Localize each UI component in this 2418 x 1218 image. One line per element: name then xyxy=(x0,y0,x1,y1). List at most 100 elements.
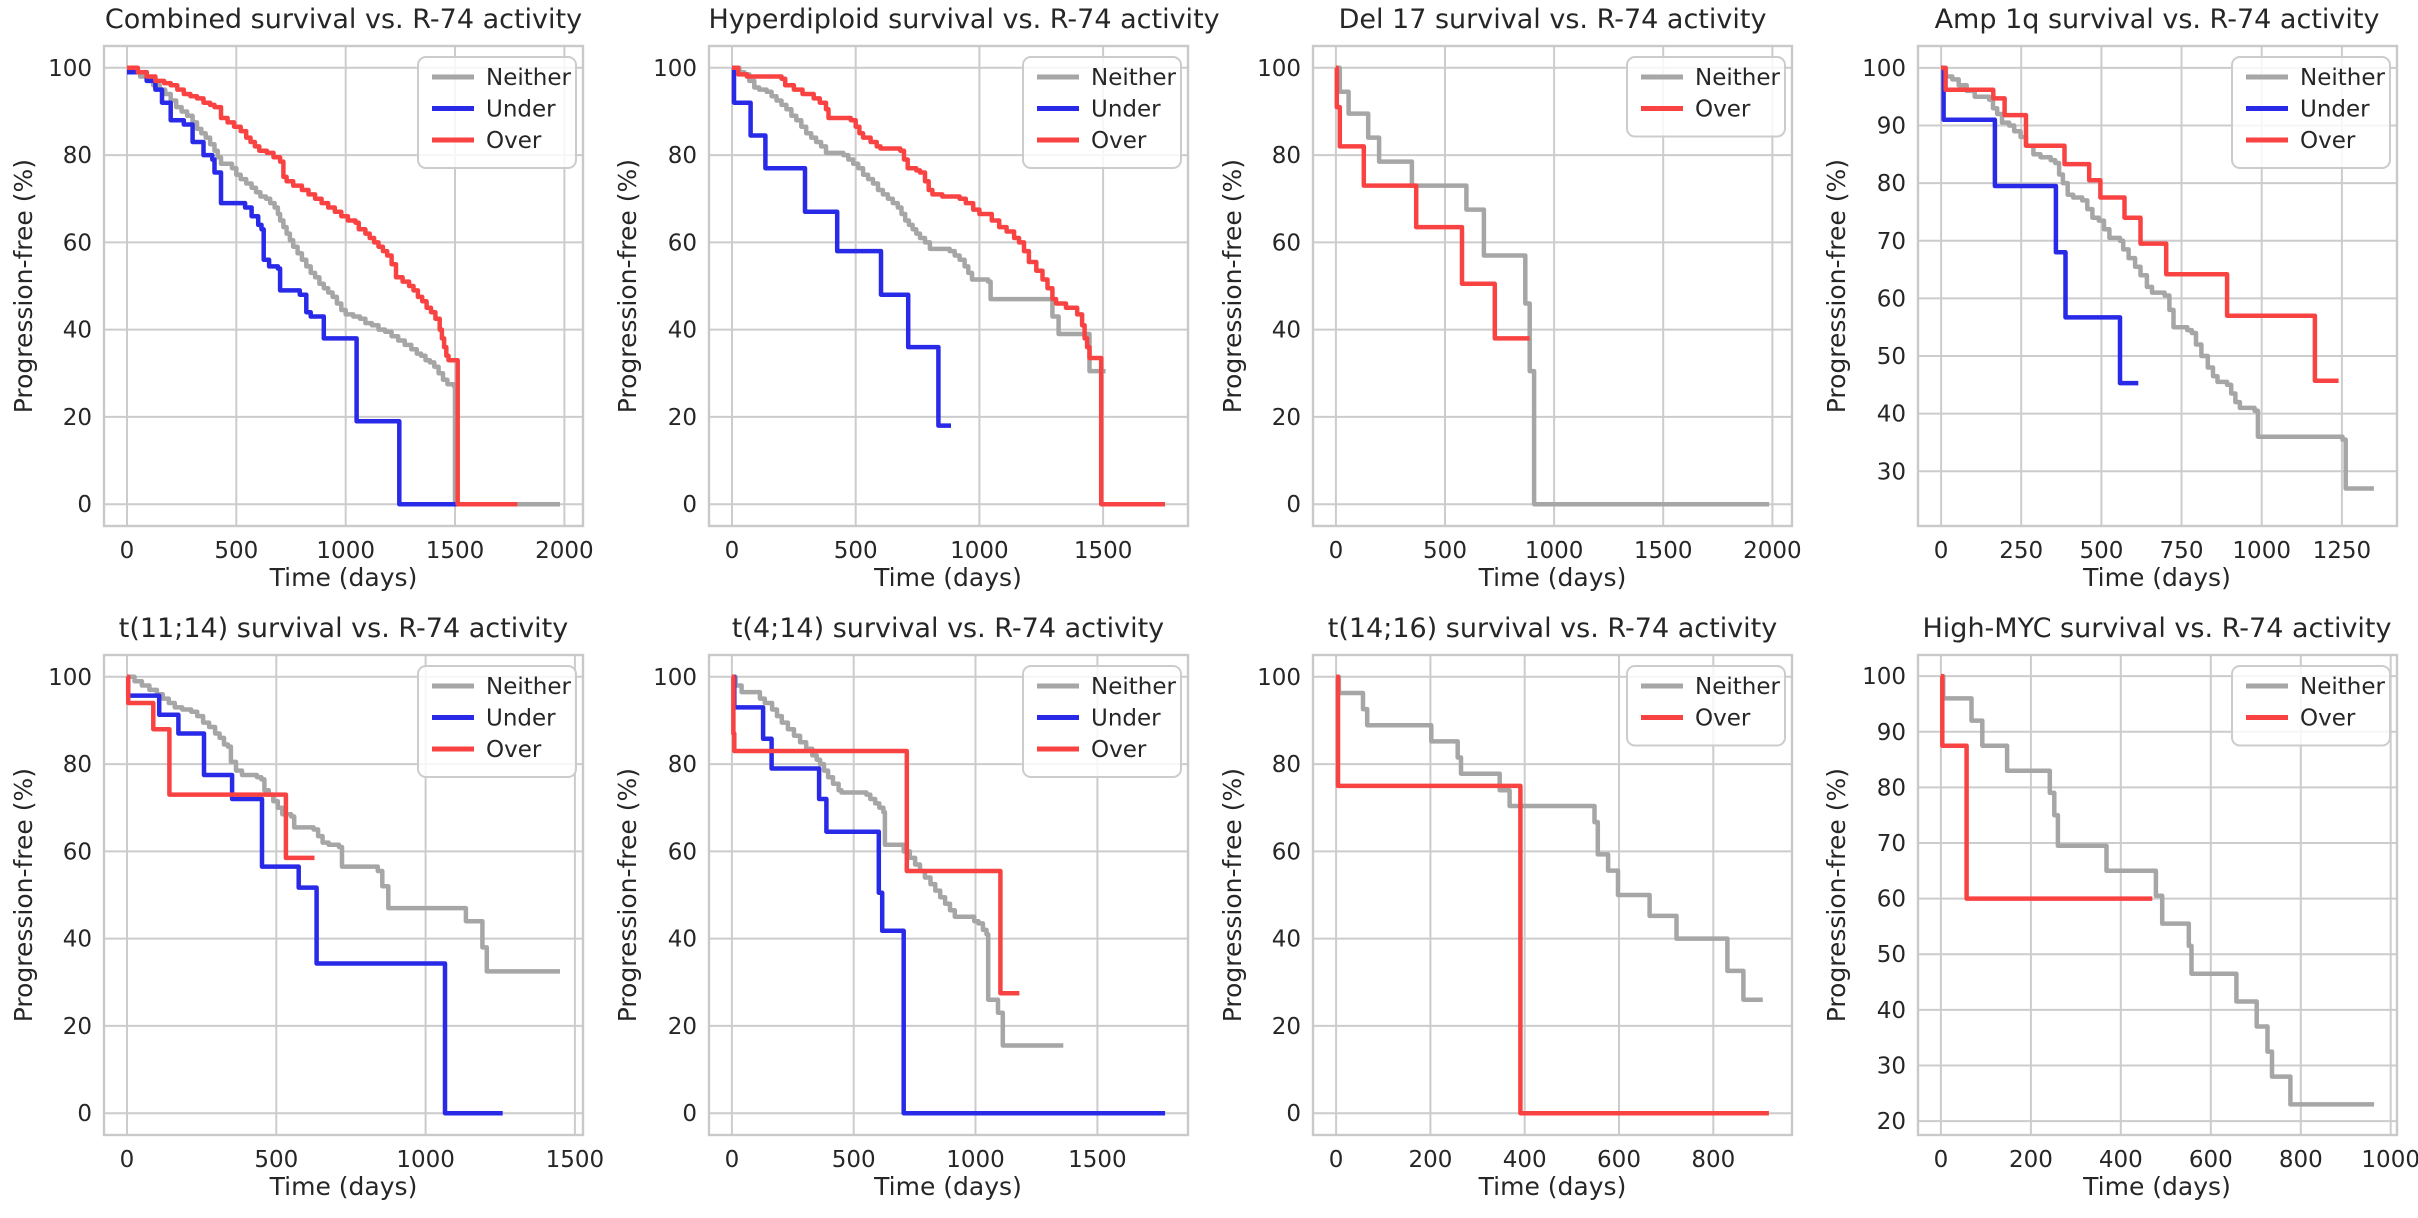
y-tick-label: 60 xyxy=(63,839,92,865)
x-tick-label: 500 xyxy=(831,1147,875,1173)
x-tick-label: 750 xyxy=(2159,538,2203,564)
legend-label-over: Over xyxy=(1695,97,1751,123)
x-tick-label: 1000 xyxy=(950,538,1009,564)
x-tick-label: 1250 xyxy=(2312,538,2371,564)
y-tick-label: 0 xyxy=(77,1101,92,1127)
y-tick-label: 100 xyxy=(48,56,92,82)
subplot-t11-14: 0 500 1000 1500 0 20 40 60 80 100 Neither Under Over… xyxy=(0,609,605,1218)
series-line-neither xyxy=(1940,65,2374,491)
legend-label-neither: Neither xyxy=(1695,65,1780,91)
x-tick-label: 400 xyxy=(1503,1147,1547,1173)
y-tick-label: 40 xyxy=(1876,998,1905,1024)
x-axis-label: Time (days) xyxy=(269,563,418,592)
y-tick-label: 0 xyxy=(1286,492,1301,518)
series-group xyxy=(1939,673,2374,1107)
series-group xyxy=(1334,65,1770,507)
y-tick-label: 80 xyxy=(63,752,92,778)
plot-border xyxy=(707,653,1189,1137)
y-tick-label: 60 xyxy=(1272,839,1301,865)
legend-label-neither: Neither xyxy=(486,674,571,700)
series-group xyxy=(1940,65,2374,491)
tick-labels: 0 500 1000 1500 0 20 40 60 80 100 xyxy=(653,665,1127,1173)
x-tick-label: 2000 xyxy=(535,538,594,564)
chart-title: Del 17 survival vs. R-74 activity xyxy=(1338,4,1767,35)
x-tick-label: 600 xyxy=(2188,1147,2232,1173)
chart-title: t(11;14) survival vs. R-74 activity xyxy=(118,613,569,644)
tick-labels: 0 500 1000 1500 2000 0 20 40 60 80 100 xyxy=(1257,56,1802,564)
series-group xyxy=(125,674,560,1116)
legend: Neither Over xyxy=(1626,665,1786,747)
y-tick-label: 80 xyxy=(667,752,696,778)
y-tick-label: 80 xyxy=(1876,171,1905,197)
series-line-over xyxy=(730,674,1019,996)
y-tick-label: 40 xyxy=(1272,318,1301,344)
x-tick-label: 0 xyxy=(1329,538,1344,564)
legend-label-neither: Neither xyxy=(1695,674,1780,700)
x-tick-label: 1000 xyxy=(946,1147,1005,1173)
x-tick-label: 1500 xyxy=(1634,538,1693,564)
y-tick-label: 40 xyxy=(667,318,696,344)
x-axis-label: Time (days) xyxy=(1478,563,1627,592)
legend-label-neither: Neither xyxy=(1091,65,1176,91)
legend-label-under: Under xyxy=(1091,97,1161,123)
x-tick-label: 800 xyxy=(1691,1147,1735,1173)
x-tick-label: 500 xyxy=(833,538,877,564)
y-tick-label: 50 xyxy=(1876,942,1905,968)
legend-label-neither: Neither xyxy=(2300,674,2385,700)
legend: Neither Under Over xyxy=(1021,665,1182,778)
x-tick-label: 0 xyxy=(1933,1147,1948,1173)
x-tick-label: 1500 xyxy=(1068,1147,1127,1173)
x-axis-label: Time (days) xyxy=(2083,1172,2231,1201)
series-line-under xyxy=(125,674,503,1116)
series-line-over xyxy=(1335,674,1769,1116)
x-tick-label: 1500 xyxy=(546,1147,605,1173)
tick-labels: 0 200 400 600 800 1000 20 30 40 50 60 70 80 90 100 xyxy=(1862,664,2418,1173)
y-tick-label: 60 xyxy=(667,230,696,256)
y-tick-label: 80 xyxy=(63,143,92,169)
legend: Neither Over xyxy=(2230,665,2391,747)
y-tick-label: 90 xyxy=(1876,114,1905,140)
y-tick-label: 30 xyxy=(1876,1054,1905,1080)
y-axis-label: Progression-free (%) xyxy=(1822,158,1851,414)
legend-label-over: Over xyxy=(2300,706,2356,732)
y-tick-label: 0 xyxy=(682,1101,697,1127)
series-line-neither xyxy=(731,674,1063,1048)
y-tick-label: 90 xyxy=(1876,720,1905,746)
y-tick-label: 20 xyxy=(667,1014,696,1040)
plot-area-combined: 0 500 1000 1500 2000 0 20 40 60 80 100 Neither Under… xyxy=(48,44,594,564)
legend: Neither Under Over xyxy=(417,665,577,778)
x-axis-label: Time (days) xyxy=(874,563,1022,592)
legend-label-over: Over xyxy=(1695,706,1751,732)
x-axis-label: Time (days) xyxy=(269,1172,418,1201)
y-tick-label: 80 xyxy=(667,143,696,169)
y-tick-label: 20 xyxy=(1876,1109,1905,1135)
plot-border xyxy=(102,44,585,528)
x-axis-label: Time (days) xyxy=(1478,1172,1627,1201)
chart-title: t(14;16) survival vs. R-74 activity xyxy=(1327,613,1778,644)
x-tick-label: 200 xyxy=(1408,1147,1452,1173)
x-tick-label: 1000 xyxy=(2232,538,2291,564)
series-line-over xyxy=(731,65,1165,507)
legend-label-neither: Neither xyxy=(1091,674,1176,700)
grid xyxy=(104,655,583,1135)
legend-label-under: Under xyxy=(486,706,556,732)
plot-area-t11-14: 0 500 1000 1500 0 20 40 60 80 100 Neither Under Over xyxy=(48,653,605,1173)
subplot-combined: 0 500 1000 1500 2000 0 20 40 60 80 100 Neither Under… xyxy=(0,0,605,609)
legend-label-over: Over xyxy=(2300,128,2356,154)
plot-area-t4-14: 0 500 1000 1500 0 20 40 60 80 100 Neither Under Over xyxy=(653,653,1189,1173)
subplot-hyperdiploid: 0 500 1000 1500 0 20 40 60 80 100 Neither Under Over… xyxy=(605,0,1220,609)
series-line-over xyxy=(1939,673,2152,901)
legend-label-under: Under xyxy=(2300,97,2370,123)
legend-label-under: Under xyxy=(1091,706,1161,732)
y-tick-label: 20 xyxy=(63,405,92,431)
tick-labels: 0 500 1000 1500 2000 0 20 40 60 80 100 xyxy=(48,56,594,564)
subplot-t14-16: 0 200 400 600 800 0 20 40 60 80 100 Neither Over t(1… xyxy=(1209,609,1814,1218)
legend-label-over: Over xyxy=(1091,737,1147,763)
y-tick-label: 60 xyxy=(1272,230,1301,256)
subplot-high-myc: 0 200 400 600 800 1000 20 30 40 50 60 70 80 90 100 Neit… xyxy=(1814,609,2418,1218)
y-tick-label: 60 xyxy=(63,230,92,256)
grid xyxy=(708,655,1188,1135)
y-tick-label: 80 xyxy=(1876,775,1905,801)
y-tick-label: 40 xyxy=(667,927,696,953)
